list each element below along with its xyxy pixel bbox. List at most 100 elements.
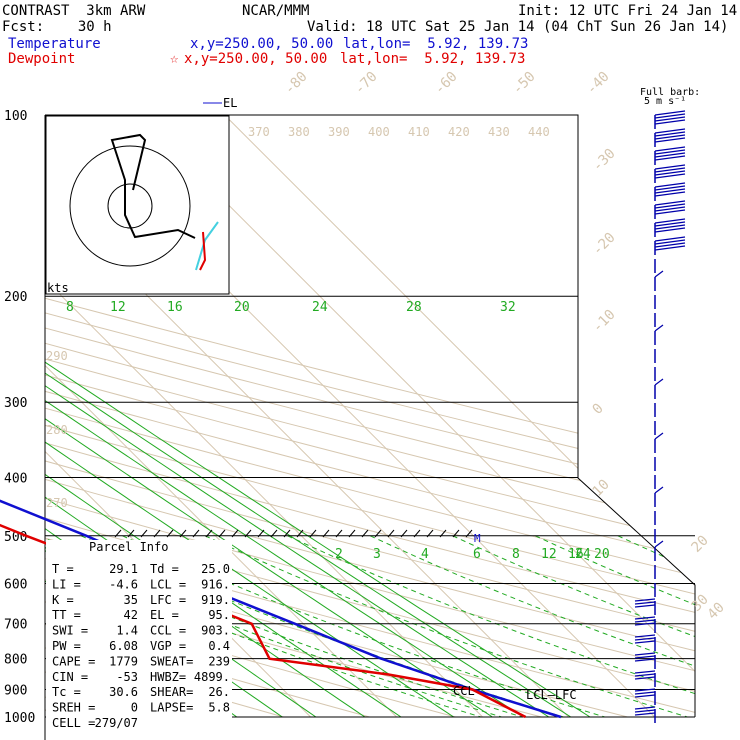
hodograph-units: kts — [47, 281, 69, 295]
dry-adiabat — [45, 115, 695, 718]
hatch-mark — [231, 529, 239, 538]
parcel-info-panel — [46, 540, 232, 730]
parcel-row-key: K = — [52, 593, 74, 607]
pressure-label-700: 700 — [4, 618, 27, 633]
wind-barb-flag — [654, 146, 686, 152]
dry-adiabat — [45, 115, 695, 718]
mixing-ratio-label: 16 — [568, 547, 584, 562]
wind-barb-flag — [654, 221, 686, 227]
mixing-ratio-label: 6 — [473, 547, 481, 562]
wind-barb-flag — [634, 652, 656, 656]
wind-barb-flag — [654, 203, 686, 209]
wind-barb-flag — [654, 137, 686, 143]
parcel-row-key: LFC = — [150, 593, 186, 607]
wind-barb-flag — [634, 709, 656, 713]
dewpoint-legend-latlon: lat,lon= 5.92, 139.73 — [340, 51, 526, 67]
wind-barb-flag — [654, 242, 686, 248]
parcel-row-value: 1.4 — [116, 624, 138, 638]
init-time: Init: 12 UTC Fri 24 Jan 14 — [518, 3, 738, 19]
parcel-row-value: 239 — [208, 654, 230, 668]
hatch-mark — [439, 529, 447, 538]
wind-barb-flag — [654, 185, 686, 191]
parcel-row-value: 1779 — [109, 654, 138, 668]
pressure-label-800: 800 — [4, 653, 27, 668]
wind-barb-flag — [654, 110, 686, 116]
parcel-row-key: EL = — [150, 608, 179, 622]
pressure-label-1000: 1000 — [4, 711, 35, 726]
wind-barb-flag — [654, 188, 686, 194]
wind-barb-flag — [654, 134, 686, 140]
theta-label: 270 — [46, 496, 68, 510]
temperature-legend-xy: x,y=250.00, 50.00 — [190, 36, 334, 52]
wind-barb-flag — [654, 128, 686, 134]
hatch-mark — [153, 529, 161, 538]
organization: NCAR/MMM — [242, 3, 310, 19]
wind-barb-flag — [634, 622, 656, 626]
dewpoint-legend-label: Dewpoint — [8, 51, 76, 67]
wind-barb-flag — [654, 113, 686, 119]
wind-barb-flag — [634, 694, 656, 698]
wind-barb-flag — [634, 604, 656, 608]
wind-barb-flag — [654, 209, 686, 215]
parcel-row-value: 42 — [124, 608, 138, 622]
wind-barb-flag — [654, 170, 686, 176]
dry-adiabat — [45, 115, 695, 718]
hatch-mark — [309, 529, 317, 538]
parcel-row-value: 25.0 — [201, 562, 230, 576]
hatch-mark — [296, 529, 304, 538]
model-title: CONTRAST 3km ARW — [2, 3, 146, 19]
el-marker: EL — [223, 96, 237, 110]
dry-adiabat — [45, 115, 695, 718]
dry-adiabat — [45, 115, 695, 718]
dry-adiabat — [45, 115, 695, 718]
wind-barb-caption: Full barb: — [640, 87, 700, 98]
wind-barb-flag — [654, 116, 686, 122]
pressure-label-400: 400 — [4, 471, 27, 486]
parcel-row-key: Tc = — [52, 685, 81, 699]
parcel-row-key: SWEAT= — [150, 654, 193, 668]
dewpoint-legend-xy: x,y=250.00, 50.00 — [184, 51, 328, 67]
isotherm-label: -30 — [590, 146, 619, 175]
wind-barb-flag — [634, 637, 656, 641]
valid-time: Valid: 18 UTC Sat 25 Jan 14 (04 ChT Sun … — [307, 19, 729, 35]
hatch-mark — [465, 529, 473, 538]
dry-adiabat — [45, 115, 695, 718]
wind-barb-flag — [654, 239, 686, 245]
parcel-row-key: SREH = — [52, 701, 95, 715]
parcel-row-key: CIN = — [52, 670, 88, 684]
pressure-label-600: 600 — [4, 577, 27, 592]
parcel-row-value: 0.4 — [208, 639, 230, 653]
isotherm-label: -60 — [432, 69, 461, 98]
wind-barb-flag — [654, 131, 686, 137]
wind-barb-flag — [654, 245, 686, 251]
isotherm-label: -70 — [352, 69, 381, 98]
isotherm-label: 10 — [590, 477, 613, 500]
hatch-mark — [114, 529, 122, 538]
wind-barb-flag — [654, 119, 686, 125]
wind-barb-flag — [654, 540, 664, 548]
wind-barb-flag — [654, 155, 686, 161]
isotherm-line — [138, 115, 695, 718]
parcel-row-key: LCL = — [150, 577, 186, 591]
isotherm-label: -10 — [590, 307, 619, 336]
isotherm-label: -40 — [584, 69, 613, 98]
parcel-row-value: 4899. — [194, 670, 230, 684]
mixing-ratio-label: 24 — [575, 547, 591, 562]
wind-barb-flag — [654, 236, 686, 242]
hatch-mark — [348, 529, 356, 538]
ccl-marker: CCL — [453, 684, 475, 698]
parcel-row-key: CELL = — [52, 716, 95, 730]
parcel-row-value: 26. — [208, 685, 230, 699]
temperature-profile — [0, 499, 562, 719]
wind-barb-flag — [654, 149, 686, 155]
wind-barb-flag — [634, 712, 656, 716]
hatch-mark — [452, 529, 460, 538]
dewpoint-star-icon: ☆ — [170, 51, 179, 67]
parcel-row-value: 5.8 — [208, 701, 230, 715]
mixing-ratio-label: 2 — [335, 547, 343, 562]
hatch-mark — [400, 529, 408, 538]
parcel-row-value: 30.6 — [109, 685, 138, 699]
hatch-mark — [426, 529, 434, 538]
theta-label: 400 — [368, 125, 390, 139]
